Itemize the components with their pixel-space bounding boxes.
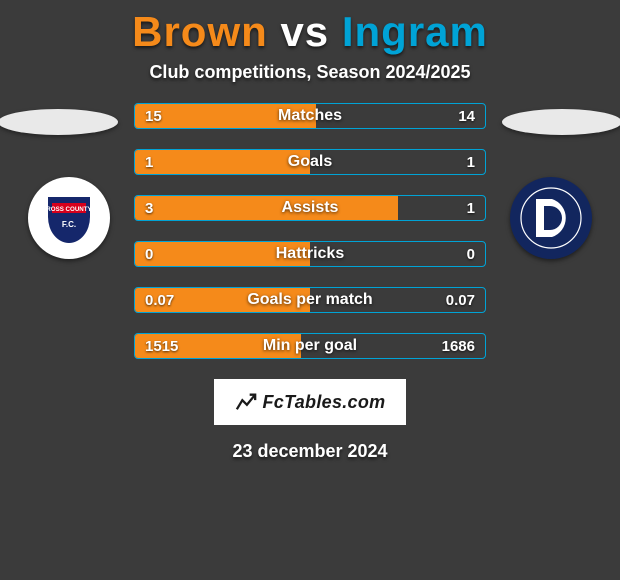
stat-row: 0.070.07Goals per match xyxy=(134,287,486,313)
footer-date: 23 december 2024 xyxy=(0,441,620,462)
player-b-name: Ingram xyxy=(342,8,488,55)
stat-right-value: 1686 xyxy=(432,334,485,358)
footer-logo-text: FcTables.com xyxy=(263,392,386,413)
svg-text:F.C.: F.C. xyxy=(62,220,76,229)
stat-right-value: 1 xyxy=(457,196,485,220)
fctables-logo: FcTables.com xyxy=(214,379,406,425)
left-club-crest: ROSS COUNTY F.C. xyxy=(28,177,110,259)
stat-row: 15151686Min per goal xyxy=(134,333,486,359)
stat-row: 00Hattricks xyxy=(134,241,486,267)
stat-left-value: 15 xyxy=(135,104,172,128)
stat-fill xyxy=(135,196,398,220)
dundee-icon: FC xyxy=(514,181,588,255)
ross-county-icon: ROSS COUNTY F.C. xyxy=(32,181,106,255)
stat-bars: 1514Matches11Goals31Assists00Hattricks0.… xyxy=(134,103,486,359)
chart-line-icon xyxy=(235,391,257,413)
stat-left-value: 0.07 xyxy=(135,288,184,312)
stat-right-value: 14 xyxy=(448,104,485,128)
stat-right-value: 0 xyxy=(457,242,485,266)
stat-row: 1514Matches xyxy=(134,103,486,129)
svg-text:FC: FC xyxy=(544,217,557,228)
right-shadow-oval xyxy=(502,109,620,135)
page-title: Brown vs Ingram xyxy=(0,0,620,56)
stat-right-value: 1 xyxy=(457,150,485,174)
comparison-stage: ROSS COUNTY F.C. FC 1514Matches11Goals31… xyxy=(0,103,620,359)
stat-right-value: 0.07 xyxy=(436,288,485,312)
player-a-name: Brown xyxy=(132,8,268,55)
vs-text: vs xyxy=(280,8,329,55)
left-shadow-oval xyxy=(0,109,118,135)
subtitle: Club competitions, Season 2024/2025 xyxy=(0,62,620,83)
stat-row: 31Assists xyxy=(134,195,486,221)
svg-text:ROSS COUNTY: ROSS COUNTY xyxy=(46,206,92,213)
right-club-crest: FC xyxy=(510,177,592,259)
stat-left-value: 0 xyxy=(135,242,163,266)
stat-left-value: 3 xyxy=(135,196,163,220)
stat-left-value: 1 xyxy=(135,150,163,174)
stat-left-value: 1515 xyxy=(135,334,188,358)
stat-row: 11Goals xyxy=(134,149,486,175)
